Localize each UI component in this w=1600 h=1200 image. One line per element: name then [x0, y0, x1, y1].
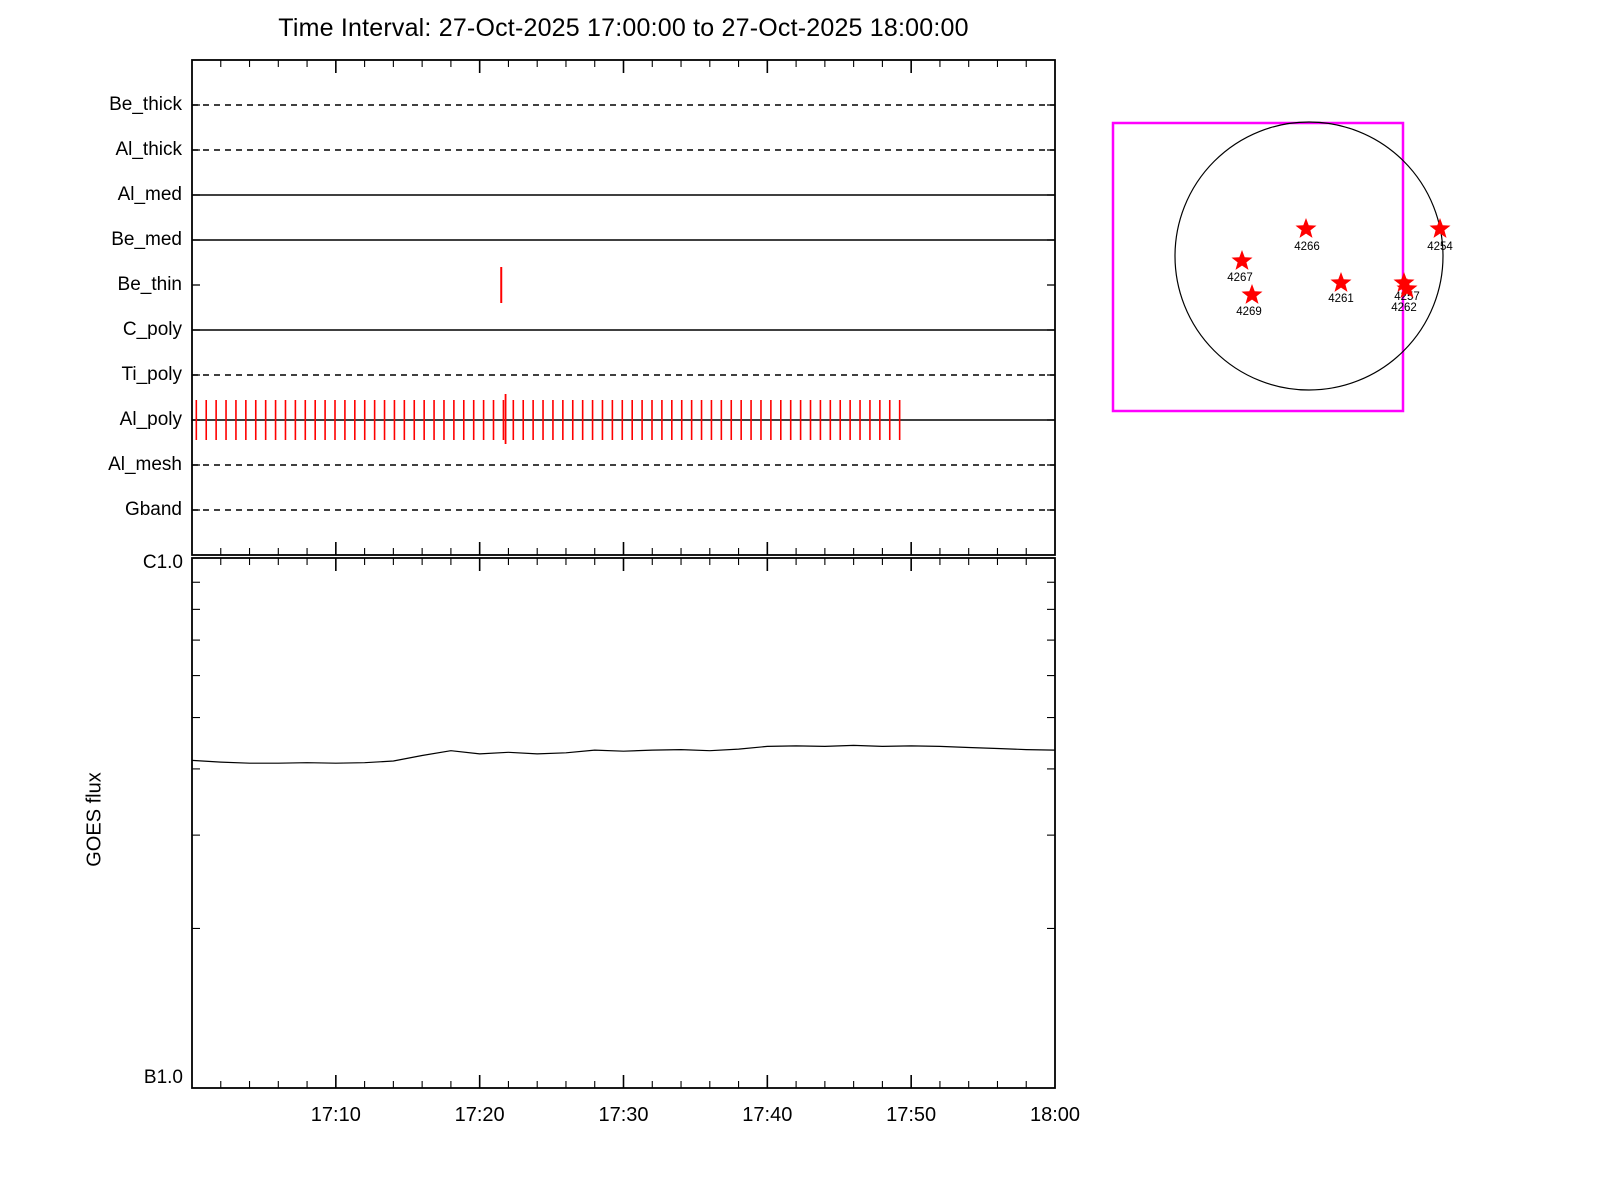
- active-region-star-4254: [1429, 218, 1451, 238]
- time-tick-label-17:40: 17:40: [742, 1104, 793, 1126]
- active-region-star-4261: [1330, 272, 1352, 292]
- active-region-label-4266: 4266: [1294, 241, 1320, 253]
- filter-row-label-Be_thick: Be_thick: [109, 94, 182, 115]
- filter-row-label-Al_poly: Al_poly: [119, 409, 182, 430]
- goes-axis-bottom-label: B1.0: [143, 1067, 183, 1088]
- solar-limb-circle: [1174, 121, 1444, 391]
- filter-row-label-Al_mesh: Al_mesh: [108, 454, 182, 475]
- goes-panel-border: [191, 557, 1056, 1089]
- filter-row-label-Gband: Gband: [124, 499, 182, 520]
- timeline-panel-border: [191, 59, 1056, 556]
- filter-row-label-C_poly: C_poly: [122, 319, 182, 340]
- active-region-label-4262: 4262: [1391, 302, 1417, 314]
- time-tick-label-17:20: 17:20: [454, 1104, 505, 1126]
- active-region-star-4257: [1393, 272, 1415, 292]
- time-tick-label-18:00: 18:00: [1029, 1104, 1081, 1126]
- active-region-star-4262: [1396, 278, 1418, 298]
- active-region-star-4267: [1231, 250, 1253, 270]
- page-title: Time Interval: 27-Oct-2025 17:00:00 to 2…: [278, 14, 969, 42]
- filter-row-label-Ti_poly: Ti_poly: [121, 364, 182, 385]
- time-tick-label-17:30: 17:30: [598, 1104, 649, 1126]
- goes-axis-top-label: C1.0: [142, 552, 183, 573]
- time-tick-label-17:50: 17:50: [886, 1104, 937, 1126]
- active-region-label-4261: 4261: [1328, 293, 1354, 305]
- active-region-star-4269: [1241, 284, 1263, 304]
- filter-row-label-Al_thick: Al_thick: [115, 139, 182, 160]
- goes-flux-line: [191, 744, 1056, 764]
- filter-row-label-Be_thin: Be_thin: [117, 274, 182, 295]
- filter-row-label-Be_med: Be_med: [111, 229, 182, 250]
- goes-flux-axis-title: GOES flux: [83, 772, 106, 867]
- time-tick-label-17:10: 17:10: [310, 1104, 361, 1126]
- filter-row-label-Al_med: Al_med: [117, 184, 182, 205]
- active-region-label-4254: 4254: [1427, 241, 1453, 253]
- active-region-label-4267: 4267: [1227, 272, 1253, 284]
- active-region-label-4257: 4257: [1394, 291, 1420, 303]
- fov-box: [1111, 121, 1405, 413]
- active-region-label-4269: 4269: [1236, 306, 1262, 318]
- active-region-star-4266: [1295, 218, 1317, 238]
